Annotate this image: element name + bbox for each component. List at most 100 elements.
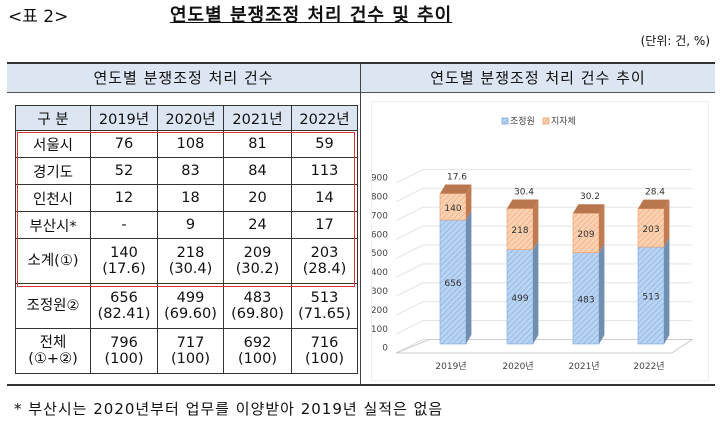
- cell-value: 140: [110, 245, 138, 261]
- row-label-text: 전체: [39, 335, 67, 351]
- table-row: 소계(①) 140 (17.6) 218 (30.4) 209 (30.2) 203 (28.4…: [15, 238, 358, 284]
- bar-side-조정원: [466, 211, 472, 344]
- gridline: [395, 187, 692, 203]
- cell-value: 81: [248, 136, 267, 152]
- cell-value: 14: [315, 190, 334, 206]
- bar-top: [573, 204, 605, 214]
- table-cell: 717 (100): [157, 328, 224, 374]
- x-tick-label: 2019년: [435, 361, 466, 372]
- cell-percent: (69.60): [164, 306, 217, 322]
- cell-value: 692: [243, 335, 272, 351]
- bar-segment-지자체: [439, 193, 467, 221]
- table-cell: 692 (100): [223, 328, 292, 374]
- y-tick-label: 500: [372, 249, 388, 259]
- table-row: 인천시 12 18 20 14: [15, 184, 358, 212]
- y-tick-label: 700: [372, 211, 388, 221]
- col-header: 구 분: [15, 105, 91, 131]
- table-cell: 24: [223, 211, 292, 239]
- row-label-text: 인천시: [32, 191, 74, 208]
- table-cell: 218 (30.4): [157, 238, 224, 284]
- bar-side-지자체: [664, 199, 670, 248]
- table-row: 전체 (①+②) 796 (100) 717 (100) 692 (100) 716 (100): [15, 328, 358, 374]
- table-cell: 113: [291, 157, 358, 185]
- cell-value: -: [121, 217, 127, 233]
- table-cell: 14: [291, 184, 358, 212]
- gridline: [395, 168, 692, 184]
- table-cell: 76: [90, 130, 158, 158]
- table-cell: 83: [157, 157, 224, 185]
- table-row: 경기도 52 83 84 113: [15, 157, 358, 185]
- bar-segment-지자체: [572, 212, 600, 254]
- cell-value: 76: [114, 136, 134, 152]
- legend-label: 지자체: [551, 116, 576, 127]
- cell-value: 203: [310, 245, 339, 261]
- bar-segment-조정원: [572, 252, 600, 345]
- row-label: 인천시: [15, 184, 91, 212]
- table-cell: 18: [157, 184, 224, 212]
- bar-top-label: 30.2: [580, 192, 600, 202]
- cell-percent: (28.4): [302, 261, 347, 277]
- table-cell: 483 (69.80): [223, 283, 292, 329]
- cell-value: 24: [248, 217, 267, 233]
- table-cell: 656 (82.41): [90, 283, 158, 329]
- row-label: 전체 (①+②): [15, 328, 91, 374]
- cell-value: 218: [176, 245, 205, 261]
- cell-value: 59: [315, 136, 334, 152]
- table-cell: 108: [157, 130, 224, 158]
- page-title: 연도별 분쟁조정 처리 건수 및 추이: [170, 5, 453, 26]
- bar-value-label: 656: [444, 279, 461, 289]
- stacked-bar-chart: 0 100 200 300 400 500 600 700 800 900 조정원 지자체 656 140…: [371, 116, 694, 372]
- cell-percent: (100): [171, 351, 210, 367]
- y-tick-label: 800: [372, 193, 388, 203]
- table-cell: 81: [223, 130, 292, 158]
- bar-side-조정원: [664, 238, 670, 344]
- cell-value: 84: [248, 163, 267, 179]
- row-label-sub: (①+②): [28, 351, 78, 367]
- table-cell: 513 (71.65): [291, 283, 358, 329]
- x-tick-label: 2020년: [502, 361, 533, 372]
- bar-side-지자체: [533, 199, 539, 250]
- cell-value: 18: [181, 190, 200, 206]
- cell-percent: (100): [104, 351, 144, 367]
- bar-value-label: 140: [444, 204, 461, 214]
- table-cell: 52: [90, 157, 158, 185]
- table-header-row: 구 분 2019년 2020년 2021년 2022년: [15, 105, 358, 131]
- bar-side-조정원: [599, 243, 605, 344]
- cell-percent: (82.41): [97, 306, 151, 322]
- y-tick-label: 600: [372, 230, 388, 240]
- row-label-text: 서울시: [32, 137, 74, 154]
- table-cell: -: [90, 211, 158, 239]
- table-row: 서울시 76 108 81 59: [15, 130, 358, 158]
- table-row: 부산시* - 9 24 17: [15, 211, 358, 239]
- cell-percent: (69.80): [231, 306, 284, 322]
- table-row: 조정원② 656 (82.41) 499 (69.60) 483 (69.80) 513 (71…: [15, 283, 358, 329]
- x-tick-label: 2022년: [633, 361, 664, 372]
- table-cell: 140 (17.6): [90, 238, 158, 284]
- unit-note: (단위: 건, %): [640, 34, 710, 48]
- bar-top: [507, 199, 539, 209]
- divider: [360, 64, 361, 384]
- row-label: 서울시: [15, 130, 91, 158]
- bar-side-지자체: [599, 204, 605, 253]
- bar-value-label: 218: [511, 226, 528, 236]
- cell-percent: (100): [238, 351, 277, 367]
- table-cell: 499 (69.60): [157, 283, 224, 329]
- table-cell: 84: [223, 157, 292, 185]
- y-tick-label: 900: [372, 174, 388, 184]
- bar-segment-조정원: [506, 249, 534, 345]
- bar-top-label: 28.4: [645, 188, 665, 198]
- table-cell: 716 (100): [291, 328, 358, 374]
- cell-value: 17: [315, 217, 334, 233]
- cell-percent: (17.6): [102, 261, 146, 277]
- bar-side-지자체: [466, 184, 472, 221]
- row-label-text: 경기도: [32, 164, 74, 181]
- table-cell: 20: [223, 184, 292, 212]
- cell-value: 113: [310, 163, 339, 179]
- cell-percent: (100): [305, 351, 344, 367]
- cell-value: 716: [310, 335, 339, 351]
- chart-area: 0 100 200 300 400 500 600 700 800 900 조정원 지자체 656 140…: [371, 101, 709, 381]
- table-label: <표 2>: [8, 7, 69, 27]
- table-cell: 9: [157, 211, 224, 239]
- bar-top: [440, 184, 472, 194]
- cell-value: 83: [181, 163, 200, 179]
